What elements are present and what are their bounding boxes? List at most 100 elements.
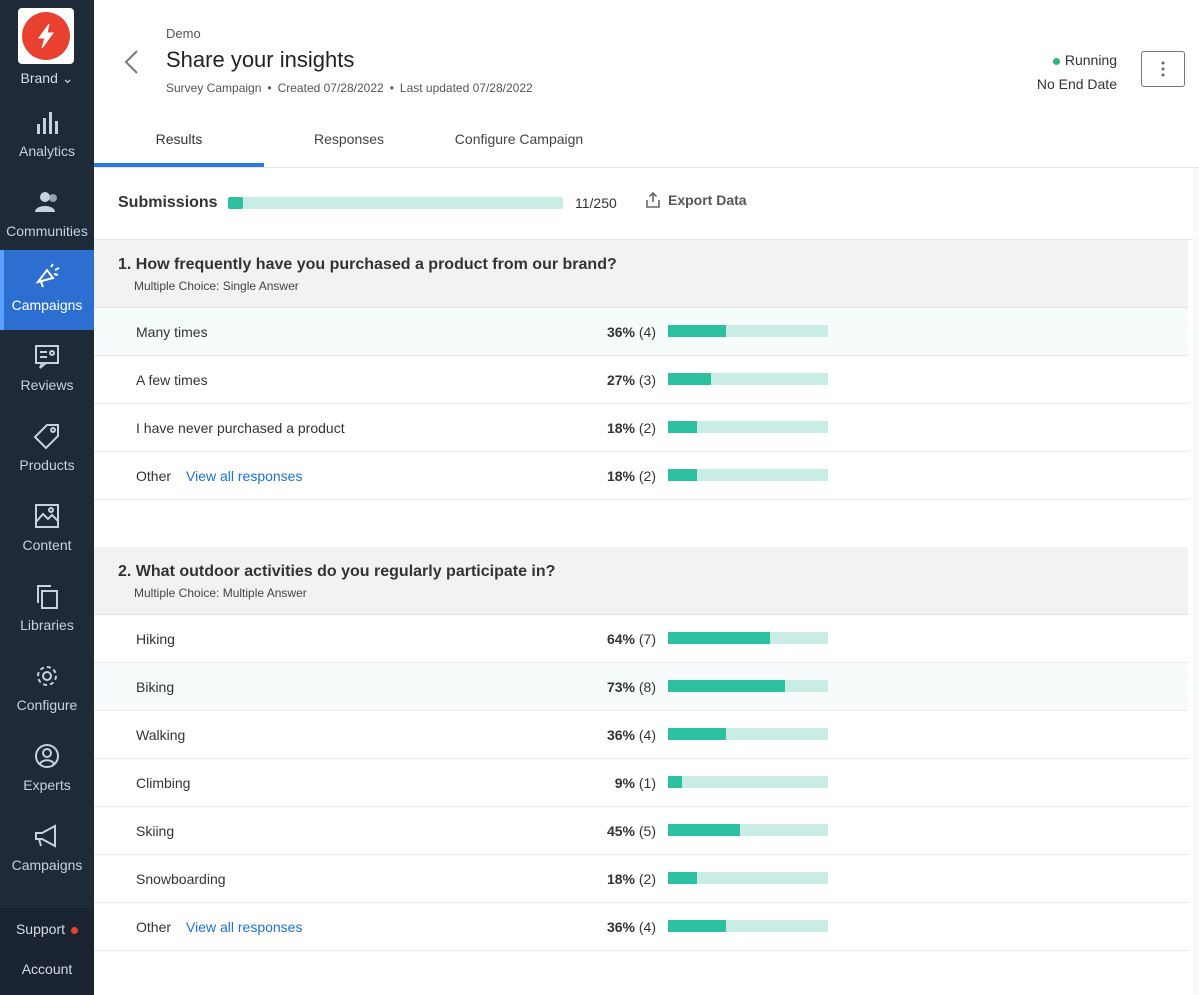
question-type: Multiple Choice: Multiple Answer bbox=[134, 586, 307, 600]
question-type: Multiple Choice: Single Answer bbox=[134, 279, 299, 293]
answer-bar-fill bbox=[668, 632, 771, 644]
response-count: (2) bbox=[638, 420, 656, 436]
percent-value: 36% bbox=[606, 727, 635, 743]
brand-switcher[interactable]: Brand ⌄ bbox=[20, 70, 74, 86]
answer-percent: 73% (8) bbox=[607, 679, 656, 695]
percent-value: 64% bbox=[606, 631, 635, 647]
response-count: (4) bbox=[638, 727, 656, 743]
answer-bar-fill bbox=[668, 872, 697, 884]
review-card-icon bbox=[35, 345, 59, 369]
nav-label: Reviews bbox=[20, 377, 74, 393]
answer-percent: 9% (1) bbox=[615, 775, 656, 791]
answer-bar-fill bbox=[668, 776, 683, 788]
support-link[interactable]: Support bbox=[0, 921, 94, 937]
image-icon bbox=[35, 504, 59, 528]
answer-row: Walking 36% (4) bbox=[94, 711, 1188, 759]
nav-products[interactable]: Products bbox=[0, 410, 94, 490]
people-icon bbox=[35, 192, 57, 212]
submissions-progress bbox=[228, 197, 563, 209]
nav-analytics[interactable]: Analytics bbox=[0, 96, 94, 176]
nav-communities[interactable]: Communities bbox=[0, 176, 94, 256]
response-count: (4) bbox=[638, 324, 656, 340]
nav-label: Products bbox=[19, 457, 75, 473]
answer-label: I have never purchased a product bbox=[136, 420, 345, 436]
answer-label: Skiing bbox=[136, 823, 175, 839]
answer-percent: 64% (7) bbox=[607, 631, 656, 647]
notification-dot-icon bbox=[71, 926, 79, 934]
answer-bar-track bbox=[668, 680, 828, 692]
megaphone-party-icon bbox=[35, 263, 60, 288]
brand-logo[interactable] bbox=[18, 8, 74, 64]
answer-bar-track bbox=[668, 325, 828, 337]
updated-date: Last updated 07/28/2022 bbox=[399, 81, 533, 95]
submissions-count: 11/250 bbox=[575, 195, 617, 211]
campaign-meta: Survey Campaign • Created 07/28/2022 • Last … bbox=[166, 81, 533, 95]
account-link[interactable]: Account bbox=[21, 961, 73, 977]
answer-bar-track bbox=[668, 824, 828, 836]
tab-configure-campaign[interactable]: Configure Campaign bbox=[454, 131, 584, 147]
tab-results[interactable]: Results bbox=[155, 131, 203, 147]
percent-value: 18% bbox=[606, 420, 635, 436]
answer-percent: 36% (4) bbox=[607, 727, 656, 743]
nav-libraries[interactable]: Libraries bbox=[0, 570, 94, 650]
percent-value: 18% bbox=[606, 871, 635, 887]
response-count: (1) bbox=[638, 775, 656, 791]
nav-campaigns[interactable]: Campaigns bbox=[0, 250, 94, 330]
nav-campaigns-2[interactable]: Campaigns bbox=[0, 810, 94, 890]
answer-bar-track bbox=[668, 373, 828, 385]
page-title: Share your insights bbox=[166, 47, 355, 72]
percent-value: 27% bbox=[606, 372, 635, 388]
question-title: 1. How frequently have you purchased a p… bbox=[118, 256, 617, 273]
nav-label: Experts bbox=[23, 777, 71, 793]
page-header: Demo Share your insights Survey Campaign… bbox=[94, 0, 1199, 168]
answer-percent: 18% (2) bbox=[607, 468, 656, 484]
view-all-responses-link[interactable]: View all responses bbox=[186, 468, 303, 484]
answer-bar-track bbox=[668, 728, 828, 740]
answer-bar-fill bbox=[668, 728, 726, 740]
nav-content[interactable]: Content bbox=[0, 490, 94, 570]
breadcrumb[interactable]: Demo bbox=[166, 26, 201, 41]
answer-bar-track bbox=[668, 920, 828, 932]
answer-bar-fill bbox=[668, 373, 712, 385]
status-text: Running bbox=[1064, 52, 1117, 68]
view-all-responses-link[interactable]: View all responses bbox=[186, 919, 303, 935]
answer-bar-fill bbox=[668, 421, 697, 433]
sidebar: Brand ⌄ Analytics Communities Campaigns … bbox=[0, 0, 94, 995]
question-header: 1. How frequently have you purchased a p… bbox=[94, 240, 1188, 308]
response-count: (3) bbox=[638, 372, 656, 388]
nav-label: Analytics bbox=[18, 143, 76, 159]
answer-bar-fill bbox=[668, 469, 697, 481]
campaign-status: Running No End Date bbox=[1037, 48, 1117, 96]
nav-label: Libraries bbox=[20, 617, 74, 633]
nav-experts[interactable]: Experts bbox=[0, 730, 94, 810]
percent-value: 9% bbox=[614, 775, 635, 791]
answer-percent: 18% (2) bbox=[607, 420, 656, 436]
answer-bar-fill bbox=[668, 325, 726, 337]
answer-bar-fill bbox=[668, 680, 785, 692]
answer-label: Snowboarding bbox=[136, 871, 226, 887]
answer-row: Climbing 9% (1) bbox=[94, 759, 1188, 807]
answer-bar-fill bbox=[668, 824, 740, 836]
nav-label: Campaigns bbox=[11, 857, 83, 873]
nav-reviews[interactable]: Reviews bbox=[0, 330, 94, 410]
copy-icon bbox=[37, 585, 58, 609]
answer-label: Climbing bbox=[136, 775, 191, 791]
response-count: (4) bbox=[638, 919, 656, 935]
answer-row: Other View all responses 36% (4) bbox=[94, 903, 1188, 951]
scrollbar[interactable] bbox=[1193, 168, 1199, 995]
answer-label: A few times bbox=[136, 372, 208, 388]
status-dot-icon bbox=[1052, 57, 1060, 65]
response-count: (2) bbox=[638, 871, 656, 887]
answer-bar-fill bbox=[668, 920, 726, 932]
more-options-button[interactable] bbox=[1141, 51, 1185, 87]
export-data-button[interactable]: Export Data bbox=[646, 192, 747, 208]
created-date: Created 07/28/2022 bbox=[277, 81, 384, 95]
submissions-progress-fill bbox=[228, 197, 243, 209]
submissions-label: Submissions bbox=[118, 194, 218, 211]
back-chevron-icon[interactable] bbox=[122, 48, 142, 76]
nav-label: Configure bbox=[16, 697, 78, 713]
tab-responses[interactable]: Responses bbox=[313, 131, 385, 147]
answer-row: Snowboarding 18% (2) bbox=[94, 855, 1188, 903]
nav-configure[interactable]: Configure bbox=[0, 650, 94, 730]
question-title: 2. What outdoor activities do you regula… bbox=[118, 563, 556, 580]
